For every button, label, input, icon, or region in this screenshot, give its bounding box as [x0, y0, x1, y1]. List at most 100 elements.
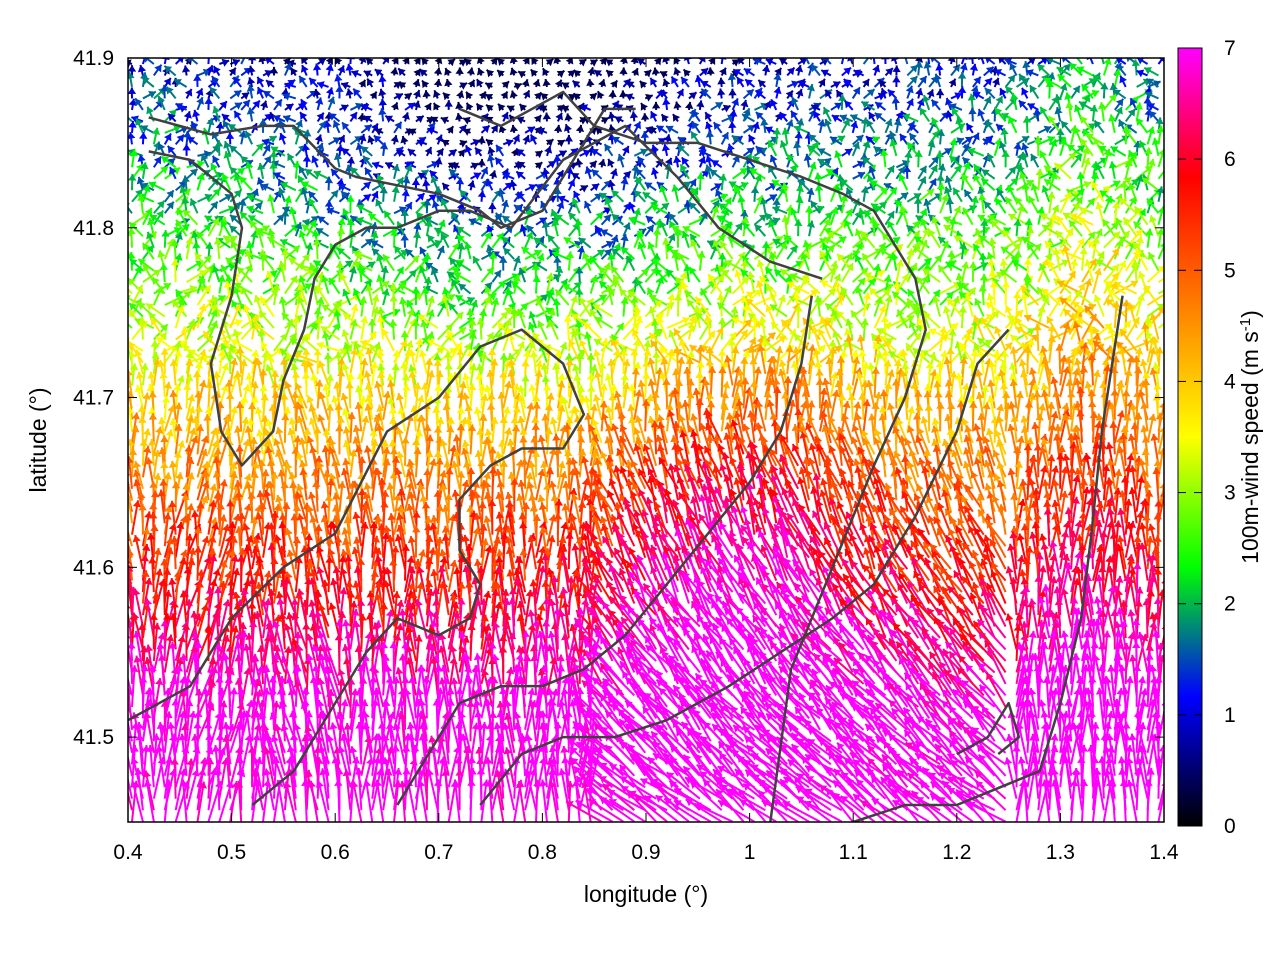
wind-vector-head [1158, 58, 1164, 63]
wind-vector-head [252, 100, 260, 109]
wind-vector-head [117, 315, 125, 322]
wind-vector-head [969, 63, 978, 71]
wind-vector-head [456, 90, 465, 99]
wind-vector-head [935, 63, 944, 71]
wind-vector-head [290, 67, 298, 76]
wind-vector-head [957, 86, 967, 94]
wind-vector-head [931, 99, 939, 108]
wind-vector-head [421, 58, 430, 66]
wind-vectors [117, 49, 1164, 822]
wind-vector-head [773, 86, 782, 95]
wind-vector-head [154, 64, 162, 73]
wind-vector-head [714, 102, 723, 110]
wind-vector-head [258, 58, 267, 63]
wind-vector-head [578, 59, 587, 67]
wind-vector-head [1100, 82, 1109, 90]
wind-vector-head [761, 65, 771, 73]
wind-vector-head [673, 67, 682, 76]
wind-vector-head [365, 58, 374, 66]
wind-vector-head [589, 59, 598, 67]
wind-vector [804, 58, 810, 65]
wind-vector [188, 58, 199, 65]
wind-vector-head [193, 74, 202, 81]
wind-vector-head [599, 58, 607, 66]
wind-vector-head [390, 67, 399, 75]
wind-vector-head [467, 79, 475, 88]
wind-vector-head [1045, 80, 1054, 88]
wind-vector-head [901, 50, 909, 57]
wind-vector-head [433, 78, 443, 86]
wind-vector-head [885, 68, 893, 76]
wind-vector-head [597, 91, 605, 99]
wind-vector-head [412, 79, 421, 87]
wind-vector-head [1062, 63, 1071, 72]
wind-vector-head [317, 58, 326, 66]
wind-vector-head [335, 58, 343, 65]
wind-vector-head [486, 104, 494, 113]
wind-vector-head [424, 103, 432, 111]
wind-vector-head [926, 89, 935, 98]
wind-vector-head [727, 73, 737, 81]
wind-vector-head [970, 85, 979, 94]
wind-vector-head [580, 104, 589, 112]
wind-vector-head [651, 101, 661, 109]
wind-vector-head [880, 88, 889, 96]
wind-vector-head [269, 66, 279, 74]
wind-vector-head [933, 73, 942, 82]
wind-vector-head [241, 92, 250, 100]
wind-vector-head [861, 101, 870, 109]
wind-vector-head [973, 91, 981, 100]
wind-vector-head [206, 65, 214, 73]
wind-vector-head [722, 104, 731, 113]
wind-vector-head [455, 101, 464, 110]
wind-vector [144, 58, 155, 65]
wind-vector-head [992, 77, 1000, 86]
wind-vector-head [1072, 85, 1080, 94]
wind-vector-head [265, 58, 273, 65]
wind-vector-head [844, 100, 853, 109]
wind-vector-head [619, 58, 628, 64]
wind-vector-head [763, 100, 771, 109]
wind-vector-head [157, 96, 166, 104]
wind-vector-head [685, 101, 694, 110]
wind-vector-head [561, 82, 570, 90]
wind-vector-head [671, 76, 679, 85]
wind-vector-head [1097, 49, 1105, 56]
wind-vector-head [770, 99, 778, 107]
wind-vector-head [181, 65, 191, 73]
wind-vector-head [382, 58, 390, 64]
wind-vector-head [625, 93, 634, 102]
wind-vector-head [556, 70, 565, 78]
wind-vector-head [540, 93, 549, 101]
wind-vector-head [1022, 61, 1031, 69]
wind-vector-head [1057, 74, 1066, 82]
wind-vector-head [274, 99, 282, 108]
wind-vector-head [745, 89, 754, 97]
wind-vector-head [497, 70, 505, 78]
wind-vector-head [459, 82, 468, 90]
wind-vector-head [994, 69, 1003, 77]
wind-vector-head [287, 79, 296, 88]
wind-vector-head [391, 58, 399, 65]
wind-vector [931, 58, 941, 65]
wind-vector-head [787, 67, 795, 76]
wind-vector-head [838, 94, 847, 102]
wind-vector-head [433, 67, 443, 75]
wind-vector-head [117, 146, 125, 153]
wind-vector-head [832, 81, 841, 89]
wind-vector-head [196, 97, 205, 105]
wind-vector-head [500, 91, 508, 100]
wind-vector-head [973, 76, 981, 85]
wind-vector-head [875, 102, 883, 110]
wind-vector-head [914, 58, 923, 63]
wind-vector-head [662, 78, 671, 87]
wind-vector-head [765, 58, 774, 66]
wind-vector-head [211, 76, 220, 84]
wind-vector [840, 58, 845, 65]
wind-vector-head [334, 74, 343, 82]
wind-vector-head [914, 60, 924, 68]
wind-vector-head [630, 58, 639, 64]
wind-vector-head [811, 64, 819, 73]
wind-vector-head [407, 102, 416, 111]
wind-vector-head [1116, 50, 1123, 58]
